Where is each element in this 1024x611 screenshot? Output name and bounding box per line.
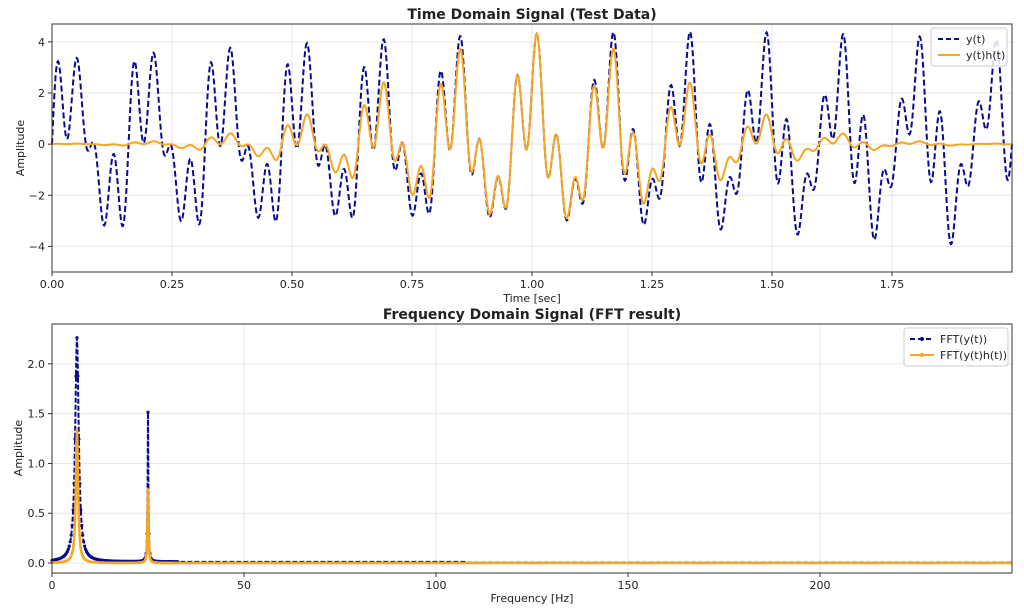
x-tick-label: 1.75 — [880, 278, 905, 291]
fft-yh-point — [175, 561, 179, 565]
x-tick-label: 0 — [49, 579, 56, 592]
y-tick-label: −4 — [29, 240, 45, 253]
series-line-fft-y — [51, 337, 1012, 564]
legend-box — [930, 27, 1008, 67]
y-tick-label: 2 — [38, 87, 45, 100]
fft-y-point — [83, 544, 87, 548]
y-tick-label: 1.0 — [28, 457, 46, 470]
legend-label-yh: y(t)h(t) — [966, 49, 1005, 62]
x-tick-label: 0.75 — [400, 278, 425, 291]
x-tick-label: 100 — [426, 579, 447, 592]
fft-yh-point — [76, 472, 80, 476]
fft-yh-point — [70, 551, 74, 555]
legend: FFT(y(t)) FFT(y(t)h(t)) — [903, 327, 1009, 367]
series-line-yh — [51, 31, 1013, 220]
fft-yh-point — [69, 555, 73, 559]
y-tick-label: 2.0 — [28, 358, 46, 371]
fft-yh-point — [145, 541, 149, 545]
fft-y-point — [82, 540, 86, 544]
fft-yh-point — [73, 517, 77, 521]
y-tick-label: 4 — [38, 36, 45, 49]
x-tick-label: 1.50 — [760, 278, 785, 291]
fft-y-point — [146, 410, 150, 414]
fft-y-point — [69, 533, 73, 537]
fft-yh-point — [148, 555, 152, 559]
time-domain-chart: Time Domain Signal (Test Data) 0.00 0.25 0… — [14, 7, 1013, 305]
plot-frame — [51, 323, 1013, 574]
y-tick-label: 0 — [38, 138, 45, 151]
x-tick-label: 0.25 — [160, 278, 185, 291]
legend-box — [903, 327, 1009, 367]
fft-yh-point — [147, 517, 150, 521]
fft-y-point — [81, 533, 85, 537]
fft-yh-point — [79, 546, 83, 550]
legend-label-fft-y: FFT(y(t)) — [940, 333, 987, 346]
fft-y-point — [79, 508, 83, 512]
chart-title: Frequency Domain Signal (FFT result) — [383, 307, 681, 323]
fft-y-point — [66, 547, 70, 551]
x-axis-label: Time [sec] — [502, 292, 561, 305]
legend-label-fft-yh: FFT(y(t)h(t)) — [940, 349, 1007, 362]
y-tick-label: −2 — [29, 189, 45, 202]
series-line-y — [51, 30, 1013, 246]
chart-title: Time Domain Signal (Test Data) — [407, 7, 656, 23]
x-tick-label: 150 — [618, 579, 639, 592]
x-tick-label: 0.00 — [40, 278, 65, 291]
fft-yh-point — [80, 553, 84, 557]
y-axis-label: Amplitude — [12, 420, 25, 477]
x-axis-label: Frequency [Hz] — [491, 592, 574, 605]
x-tick-label: 0.50 — [280, 278, 305, 291]
fft-y-point — [80, 523, 84, 528]
fft-y-point — [75, 336, 79, 340]
fft-y-point — [76, 374, 80, 378]
fft-yh-point — [77, 529, 81, 533]
fft-y-point — [71, 508, 75, 512]
fft-y-point — [70, 523, 74, 528]
x-tick-label: 1.25 — [640, 278, 665, 291]
x-tick-label: 1.00 — [520, 278, 545, 291]
fft-y-point — [68, 540, 72, 544]
y-tick-label: 0.5 — [28, 507, 46, 520]
y-tick-label: 1.5 — [28, 408, 46, 421]
series-line-fft-yh — [51, 428, 1012, 565]
fft-yh-point — [144, 557, 148, 561]
legend-marker-fft-y — [920, 337, 924, 341]
x-tick-label: 50 — [237, 579, 251, 592]
fft-yh-point — [67, 557, 71, 561]
y-tick-label: 0.0 — [28, 557, 46, 570]
legend-label-y: y(t) — [966, 33, 985, 46]
fft-yh-point — [72, 543, 75, 546]
legend: y(t) y(t)h(t) — [930, 27, 1008, 67]
fft-yh-point — [142, 559, 146, 563]
fft-yh-point — [75, 442, 78, 446]
fft-y-point — [67, 544, 71, 548]
x-tick-label: 200 — [810, 579, 831, 592]
frequency-domain-chart: Frequency Domain Signal (FFT result) 0 50… — [12, 307, 1013, 605]
legend-marker-fft-yh — [920, 353, 924, 357]
y-axis-label: Amplitude — [14, 120, 27, 177]
